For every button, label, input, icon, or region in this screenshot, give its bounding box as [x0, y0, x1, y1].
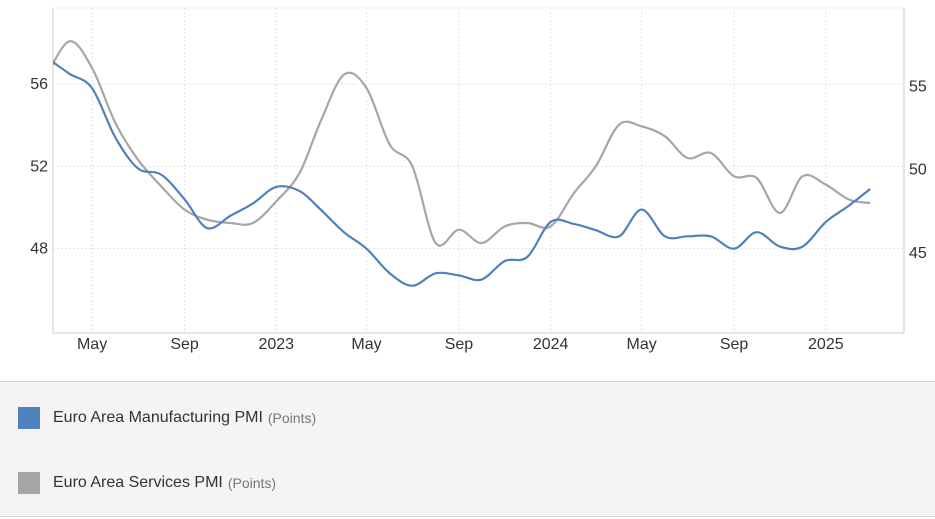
legend-item-manufacturing[interactable]: Euro Area Manufacturing PMI (Points)	[18, 407, 316, 429]
legend: Euro Area Manufacturing PMI (Points) Eur…	[0, 381, 935, 517]
line-chart: 48 52 56 45 50 55 May Sep 2023 May Sep 2024 May Sep 20…	[30, 7, 927, 353]
legend-series-unit: (Points)	[267, 410, 317, 426]
y-tick-label-right: 45	[909, 245, 927, 262]
x-tick-label: 2024	[533, 336, 569, 353]
x-tick-label: 2023	[258, 336, 294, 353]
tick-labels: 48 52 56 45 50 55 May Sep 2023 May Sep 2024 May Sep 20…	[30, 76, 927, 353]
grid-lines	[53, 7, 904, 333]
y-tick-label-right: 50	[909, 162, 927, 179]
legend-swatch-services	[18, 472, 40, 494]
chart-area: 48 52 56 45 50 55 May Sep 2023 May Sep 2024 May Sep 20…	[30, 7, 927, 353]
y-tick-label-left: 52	[30, 158, 48, 175]
x-tick-label: May	[351, 336, 381, 353]
series-line-services	[53, 40, 871, 247]
legend-series-name: Euro Area Services PMI	[53, 474, 223, 491]
y-tick-label-left: 48	[30, 241, 48, 258]
legend-series-unit: (Points)	[227, 475, 277, 491]
legend-item-services[interactable]: Euro Area Services PMI (Points)	[18, 472, 276, 494]
legend-series-name: Euro Area Manufacturing PMI	[53, 409, 263, 426]
series-line-manufacturing	[53, 60, 871, 287]
x-tick-label: 2025	[808, 336, 844, 353]
axes	[52, 8, 905, 334]
x-tick-label: May	[627, 336, 657, 353]
y-tick-label-right: 55	[909, 78, 927, 95]
x-tick-label: Sep	[445, 336, 474, 353]
y-tick-label-left: 56	[30, 76, 48, 93]
x-tick-label: May	[77, 336, 107, 353]
series-lines	[53, 40, 871, 287]
legend-swatch-manufacturing	[18, 407, 40, 429]
x-tick-label: Sep	[720, 336, 749, 353]
x-tick-label: Sep	[170, 336, 199, 353]
